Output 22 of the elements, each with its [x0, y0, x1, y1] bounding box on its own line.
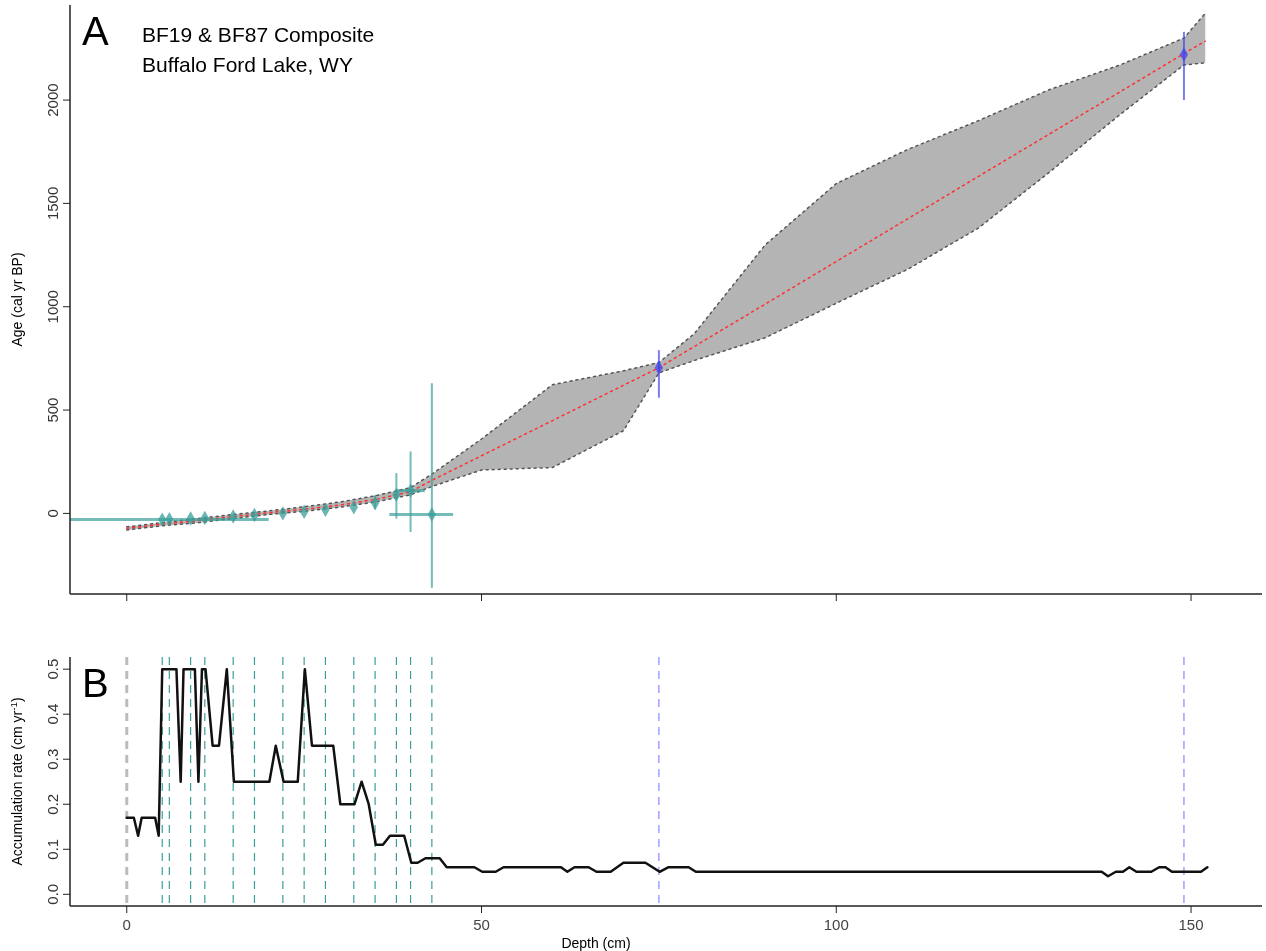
- y-tick-label: 0.4: [44, 703, 61, 725]
- y-tick-label: 0.2: [44, 793, 61, 815]
- y-tick-label: 0.5: [44, 658, 61, 680]
- y-tick-label: 500: [44, 397, 61, 423]
- x-tick-label: 150: [1178, 916, 1204, 933]
- line-series: [125, 667, 1209, 878]
- x-tick-label: 0: [122, 916, 131, 933]
- y-tick-label: 0.1: [44, 838, 61, 860]
- x-tick-label: 50: [473, 916, 490, 933]
- y-tick-label: 1000: [44, 290, 61, 324]
- annotation: B: [82, 661, 109, 705]
- y-tick-label: 2000: [44, 83, 61, 117]
- y-tick-label: 1500: [44, 186, 61, 221]
- x-tick-label: 100: [823, 916, 849, 933]
- y-axis-title: Age (cal yr BP): [9, 252, 25, 347]
- y-tick-label: 0: [44, 509, 61, 518]
- text: Buffalo Ford Lake, WY: [142, 53, 353, 76]
- x-axis-title: Depth (cm): [561, 935, 631, 951]
- text: BF19 & BF87 Composite: [142, 23, 375, 46]
- y-tick-label: 0.0: [44, 883, 61, 905]
- y-tick-label: 0.3: [44, 748, 61, 770]
- annotation: A: [82, 9, 109, 53]
